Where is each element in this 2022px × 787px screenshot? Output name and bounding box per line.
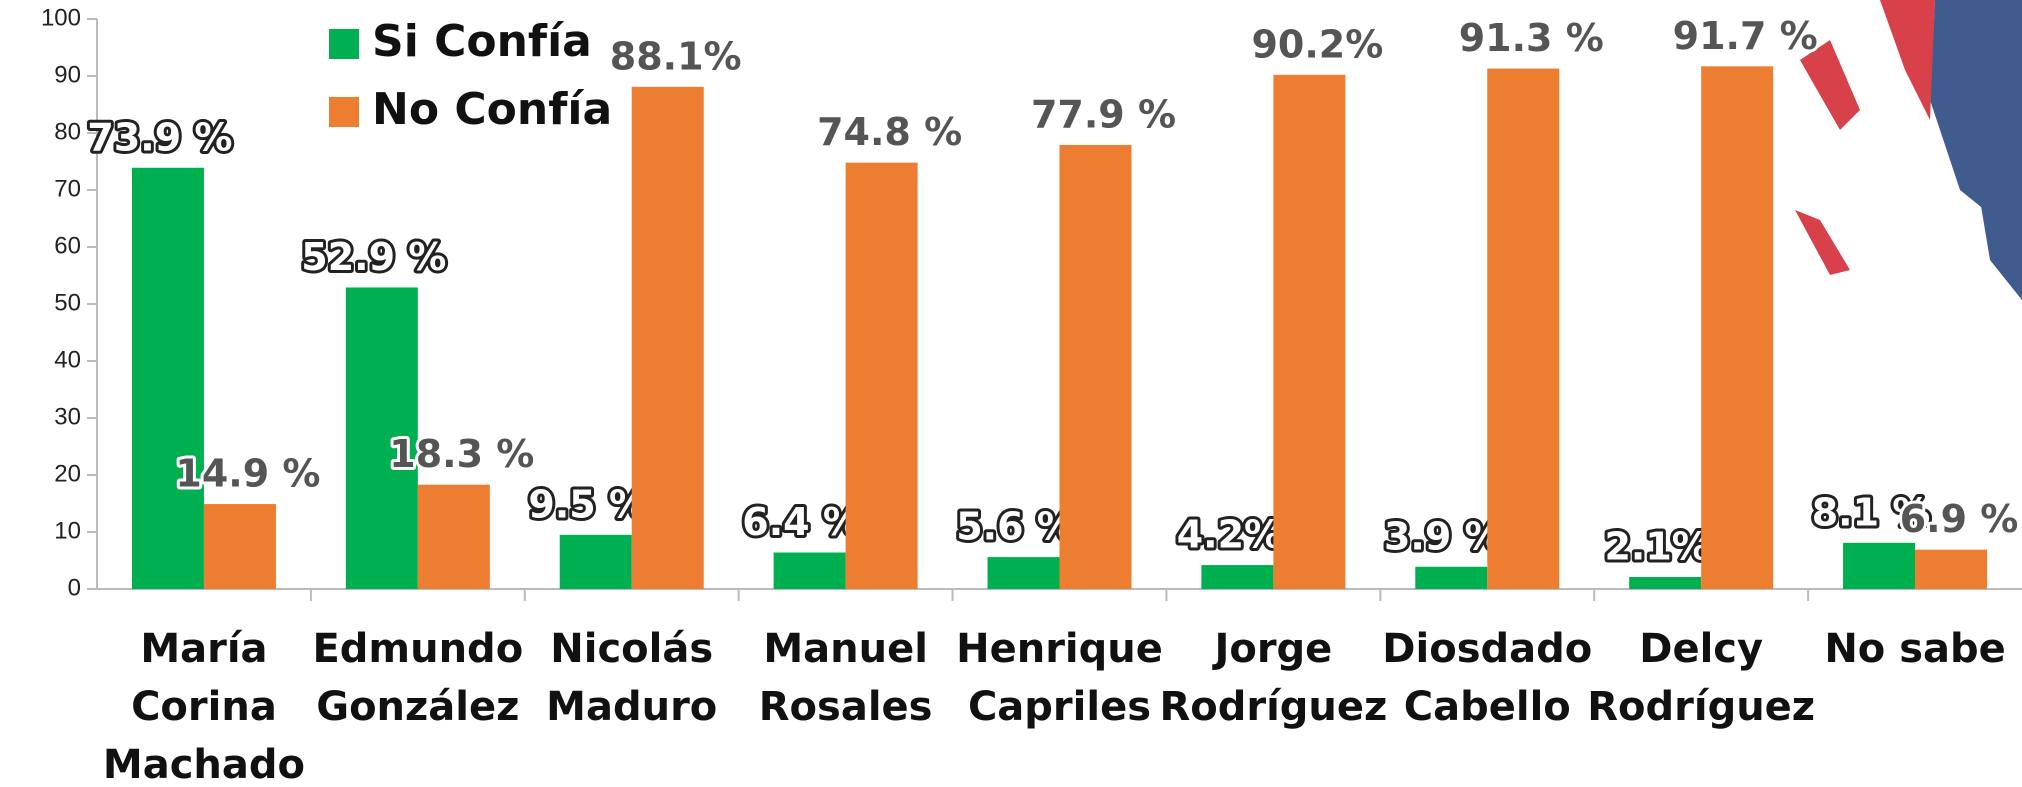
x-tick-label-line: Corina bbox=[131, 684, 277, 730]
x-tick-label-line: Delcy bbox=[1639, 626, 1763, 672]
value-label: 74.8 % bbox=[817, 110, 962, 154]
y-tick-label: 0 bbox=[68, 574, 81, 601]
x-tick-label-line: Edmundo bbox=[312, 626, 523, 672]
x-tick-label-line: Jorge bbox=[1211, 626, 1332, 672]
y-tick-label: 50 bbox=[54, 289, 81, 316]
chart: 0 10 20 30 40 50 60 70 80 90 100 Si Confía No Confía… bbox=[0, 0, 2022, 787]
bar bbox=[1915, 550, 1987, 589]
bar bbox=[1273, 75, 1345, 589]
bar bbox=[1629, 577, 1701, 589]
bar bbox=[1201, 565, 1273, 589]
value-label: 90.2% bbox=[1251, 22, 1383, 66]
x-tick-label-line: Manuel bbox=[763, 626, 928, 672]
x-tick-label: No sabe bbox=[1824, 626, 2005, 672]
y-tick-label: 80 bbox=[54, 118, 81, 145]
value-label: 91.7 % bbox=[1673, 14, 1818, 58]
x-tick-label: Manuel Rosales bbox=[759, 626, 933, 730]
x-tick-label-line: Rodríguez bbox=[1159, 684, 1387, 730]
value-label: 6.9 % bbox=[1900, 497, 2019, 541]
y-tick-label: 30 bbox=[54, 403, 81, 430]
x-tick-label-line: Diosdado bbox=[1382, 626, 1592, 672]
x-tick-label-line: Rosales bbox=[759, 684, 933, 730]
y-tick-label: 20 bbox=[54, 460, 81, 487]
decoration bbox=[1795, 0, 2022, 300]
value-label: 18.3 % bbox=[389, 432, 534, 476]
y-tick-label: 40 bbox=[54, 346, 81, 373]
x-tick-label: Henrique Capriles bbox=[956, 626, 1163, 730]
value-label: 52.9 % bbox=[301, 235, 446, 279]
x-tick-label: Delcy Rodríguez bbox=[1587, 626, 1815, 730]
bar bbox=[632, 87, 704, 589]
x-tick-label-line: Nicolás bbox=[550, 626, 713, 672]
value-label: 14.9 % bbox=[175, 452, 320, 496]
y-tick-label: 90 bbox=[54, 61, 81, 88]
y-tick-label: 70 bbox=[54, 175, 81, 202]
x-tick-label: Edmundo González bbox=[312, 626, 523, 730]
value-label: 3.9 % bbox=[1384, 514, 1503, 558]
x-tick-label: Jorge Rodríguez bbox=[1159, 626, 1387, 730]
value-label: 5.6 % bbox=[956, 505, 1075, 549]
x-tick-label-line: Henrique bbox=[956, 626, 1163, 672]
bar bbox=[132, 168, 204, 589]
value-label: 73.9 % bbox=[87, 115, 232, 159]
y-tick-label: 100 bbox=[41, 4, 81, 31]
legend-swatch bbox=[329, 97, 359, 127]
legend-swatch bbox=[329, 29, 359, 59]
value-label: 9.5 % bbox=[528, 482, 647, 526]
value-label: 6.4 % bbox=[742, 500, 861, 544]
bar bbox=[846, 163, 918, 589]
x-tick-label-line: María bbox=[140, 626, 267, 672]
bar bbox=[1843, 543, 1915, 589]
x-tick-label: Diosdado Cabello bbox=[1382, 626, 1592, 730]
x-tick-label: María Corina Machado bbox=[103, 626, 305, 787]
bar bbox=[560, 535, 632, 589]
bar bbox=[1415, 567, 1487, 589]
bar bbox=[988, 557, 1060, 589]
value-label: 91.3 % bbox=[1459, 16, 1604, 60]
x-tick-label: Nicolás Maduro bbox=[546, 626, 717, 730]
x-tick-label-line: No sabe bbox=[1824, 626, 2005, 672]
x-tick-label-line: Machado bbox=[103, 742, 305, 787]
bar bbox=[418, 485, 490, 589]
value-label: 4.2% bbox=[1177, 513, 1282, 557]
x-tick-label-line: Rodríguez bbox=[1587, 684, 1815, 730]
legend-label: No Confía bbox=[372, 84, 612, 135]
legend-label: Si Confía bbox=[372, 16, 592, 67]
x-tick-label-line: Maduro bbox=[546, 684, 717, 730]
y-tick-label: 10 bbox=[54, 517, 81, 544]
bar bbox=[1487, 69, 1559, 589]
value-label: 88.1% bbox=[610, 34, 742, 78]
bar bbox=[204, 504, 276, 589]
x-tick-label-line: Capriles bbox=[968, 684, 1151, 730]
value-label: 77.9 % bbox=[1031, 92, 1176, 136]
bar bbox=[774, 553, 846, 589]
x-tick-label-line: González bbox=[316, 684, 519, 730]
bar bbox=[1060, 145, 1132, 589]
x-tick-label-line: Cabello bbox=[1404, 684, 1571, 730]
y-tick-label: 60 bbox=[54, 232, 81, 259]
bar bbox=[1701, 66, 1773, 589]
value-label: 2.1% bbox=[1604, 525, 1709, 569]
